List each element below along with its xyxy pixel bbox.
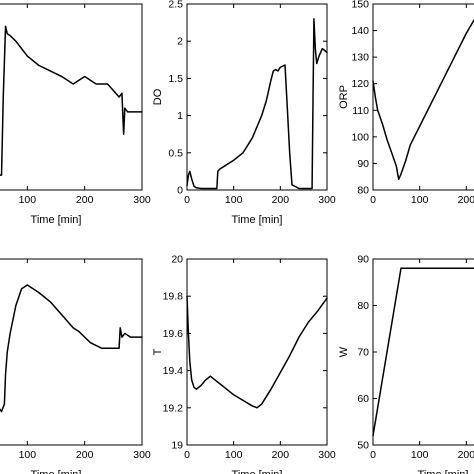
y-tick-label: 110 (352, 105, 369, 117)
y-tick-label: 19.6 (163, 328, 184, 340)
x-tick-label: 100 (225, 194, 243, 206)
y-tick-label: 60 (357, 393, 369, 405)
y-tick-label: 90 (357, 254, 369, 266)
x-tick-label: 200 (272, 194, 290, 206)
x-tick-label: 300 (133, 449, 151, 461)
y-tick-label: 0.5 (168, 147, 183, 159)
x-axis-label: Time [min] (232, 214, 283, 226)
subplot-3: 0 100 200 80 90 100 110 120 130 140 150 ORP (338, 0, 474, 206)
y-tick-label: 2.5 (168, 0, 183, 11)
series-line-1 (372, 267, 474, 437)
y-tick-label: 130 (351, 52, 369, 64)
x-tick-label: 100 (411, 449, 429, 461)
x-tick-label: 200 (76, 194, 94, 206)
y-tick-label: 90 (357, 158, 369, 170)
x-axis-label: Time [min] (31, 469, 82, 474)
y-tick-label: 0 (177, 185, 183, 197)
y-tick-label: 150 (351, 0, 369, 11)
x-tick-label: 100 (19, 449, 37, 461)
x-tick-label: 200 (76, 449, 94, 461)
y-tick-label: 19 (171, 440, 183, 452)
x-tick-label: 200 (458, 194, 474, 206)
axes-frame (0, 3, 143, 191)
axes-frame (186, 3, 328, 191)
y-tick-label: 50 (357, 440, 369, 452)
y-tick-label: 19.8 (163, 291, 184, 303)
x-tick-label: 100 (225, 449, 243, 461)
y-axis-label: W (338, 346, 350, 357)
y-tick-label: 20 (171, 254, 183, 266)
y-tick-label: 120 (351, 78, 369, 90)
series-line-1 (0, 25, 143, 176)
series-line-1 (186, 295, 328, 409)
x-tick-label: 0 (184, 194, 190, 206)
series-line-1 (0, 284, 143, 413)
axes-frame (372, 258, 474, 446)
x-axis-label: Time [min] (232, 469, 283, 474)
x-tick-label: 100 (19, 194, 37, 206)
subplot-4: 0100200300Time [min] (0, 258, 151, 474)
y-tick-label: 100 (351, 131, 369, 143)
x-tick-label: 300 (318, 194, 336, 206)
x-tick-label: 100 (411, 194, 429, 206)
subplot-1: 0100200300Time [min] (0, 3, 151, 226)
x-tick-label: 200 (458, 449, 474, 461)
x-axis-label: Time [min] (418, 469, 469, 474)
subplot-2: 0 100 200 300 0 0.5 1 1.5 2 2.5 Time [min] DO (152, 0, 336, 226)
y-tick-label: 2 (177, 36, 183, 48)
x-tick-label: 0 (184, 449, 190, 461)
x-axis-label: Time [min] (31, 214, 82, 226)
y-tick-label: 80 (357, 300, 369, 312)
subplot-6: 0 100 200 50 60 70 80 90 Time [min] W (338, 254, 474, 474)
y-tick-label: 70 (357, 347, 369, 359)
axes-frame (186, 258, 328, 446)
x-tick-label: 300 (133, 194, 151, 206)
y-tick-label: 140 (351, 25, 369, 37)
x-tick-label: 0 (370, 194, 376, 206)
y-tick-label: 1 (177, 110, 183, 122)
y-axis-label: DO (152, 88, 164, 105)
y-tick-label: 1.5 (168, 73, 183, 85)
x-tick-label: 300 (318, 449, 336, 461)
subplot-5: 0 100 200 300 19 19.2 19.4 19.6 19.8 20 Time [min]… (152, 254, 336, 474)
axes-frame (0, 258, 143, 446)
series-line-1 (372, 18, 474, 181)
y-axis-label: T (152, 348, 164, 355)
y-tick-label: 19.4 (163, 365, 184, 377)
axes-frame (372, 3, 474, 191)
series-line-1 (186, 18, 328, 190)
y-tick-label: 80 (357, 185, 369, 197)
y-tick-label: 19.2 (163, 402, 184, 414)
x-tick-label: 0 (370, 449, 376, 461)
y-axis-label: ORP (338, 85, 350, 109)
x-tick-label: 200 (272, 449, 290, 461)
